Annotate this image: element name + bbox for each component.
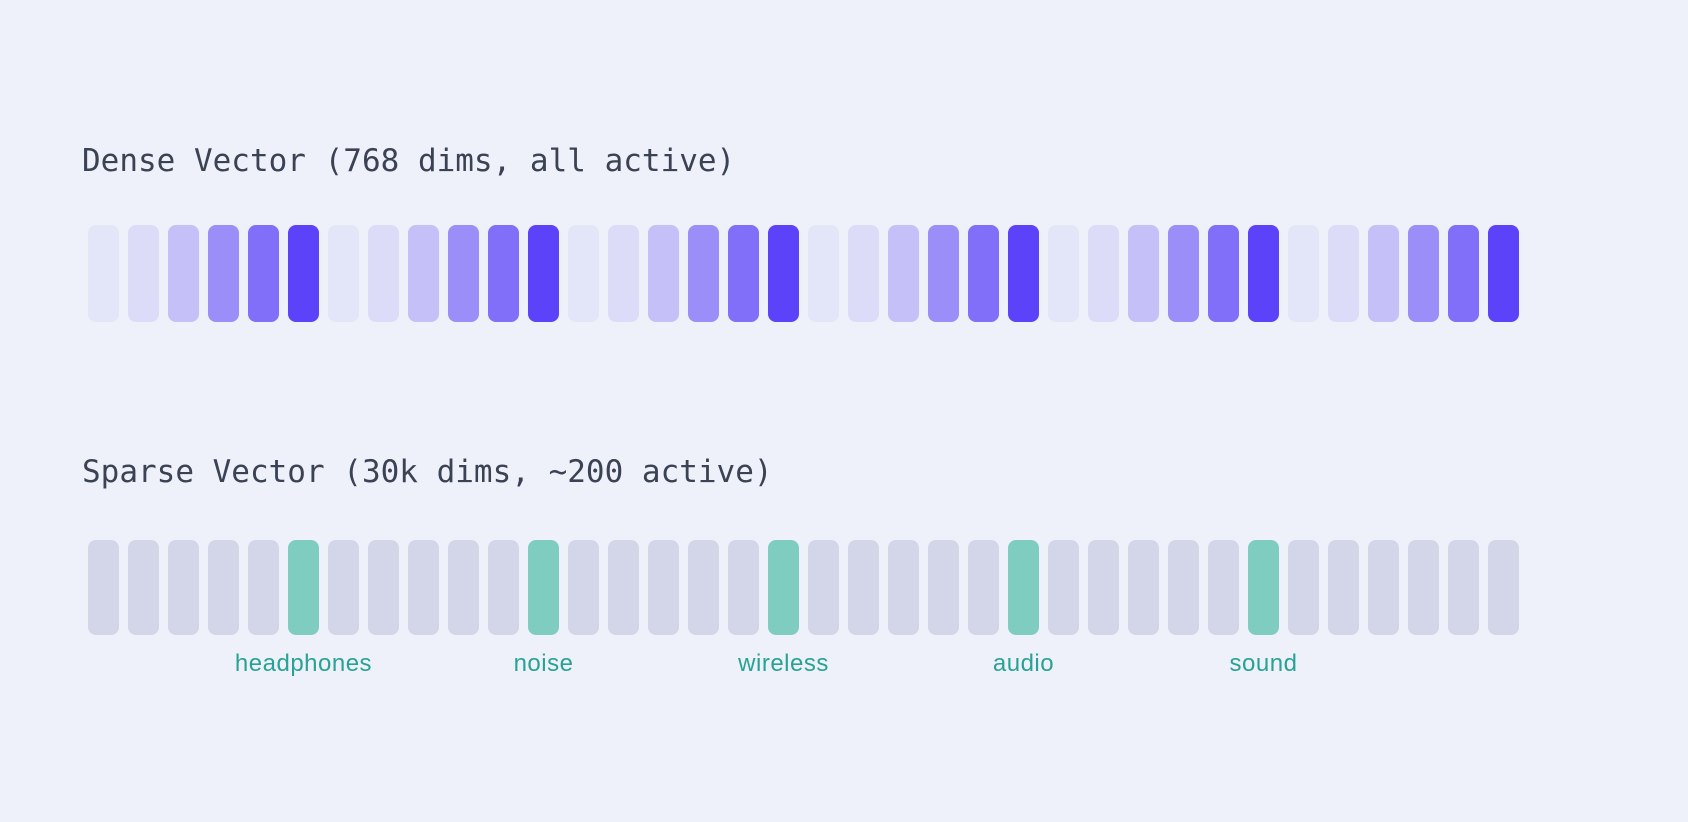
sparse-bar: [968, 540, 999, 635]
dense-bar: [1408, 225, 1439, 322]
dense-bar: [1048, 225, 1079, 322]
sparse-bar: [168, 540, 199, 635]
dense-bar: [888, 225, 919, 322]
sparse-bar: [848, 540, 879, 635]
sparse-bar: [488, 540, 519, 635]
dense-vector-title: Dense Vector (768 dims, all active): [82, 143, 736, 179]
dense-bar: [448, 225, 479, 322]
term-label-headphones: headphones: [234, 650, 373, 677]
sparse-bar: [928, 540, 959, 635]
dense-bar: [1168, 225, 1199, 322]
sparse-bar: [608, 540, 639, 635]
dense-bar: [248, 225, 279, 322]
sparse-bar: [1208, 540, 1239, 635]
sparse-bar: [568, 540, 599, 635]
dense-bar: [128, 225, 159, 322]
sparse-bar-active: [768, 540, 799, 635]
dense-bar: [1248, 225, 1279, 322]
sparse-bar: [128, 540, 159, 635]
dense-vector-row: [88, 225, 1519, 322]
sparse-bar: [688, 540, 719, 635]
sparse-bar: [808, 540, 839, 635]
dense-bar: [1128, 225, 1159, 322]
dense-bar: [488, 225, 519, 322]
dense-bar: [328, 225, 359, 322]
dense-bar: [728, 225, 759, 322]
term-label-audio: audio: [992, 650, 1055, 677]
dense-bar: [768, 225, 799, 322]
sparse-bar: [1448, 540, 1479, 635]
dense-bar: [408, 225, 439, 322]
dense-bar: [648, 225, 679, 322]
sparse-bar-active: [1008, 540, 1039, 635]
sparse-bar: [448, 540, 479, 635]
dense-bar: [1008, 225, 1039, 322]
dense-bar: [808, 225, 839, 322]
dense-bar: [1208, 225, 1239, 322]
dense-bar: [288, 225, 319, 322]
sparse-bar: [1048, 540, 1079, 635]
dense-bar: [608, 225, 639, 322]
sparse-vector-row: [88, 540, 1519, 635]
dense-bar: [1448, 225, 1479, 322]
sparse-bar-active: [1248, 540, 1279, 635]
dense-bar: [208, 225, 239, 322]
sparse-bar-active: [288, 540, 319, 635]
dense-bar: [1368, 225, 1399, 322]
term-label-noise: noise: [513, 650, 574, 677]
sparse-bar-active: [528, 540, 559, 635]
sparse-bar: [648, 540, 679, 635]
sparse-bar: [1288, 540, 1319, 635]
dense-bar: [1328, 225, 1359, 322]
sparse-bar: [888, 540, 919, 635]
dense-bar: [928, 225, 959, 322]
dense-bar: [688, 225, 719, 322]
dense-bar: [1488, 225, 1519, 322]
sparse-bar: [728, 540, 759, 635]
sparse-bar: [368, 540, 399, 635]
term-label-sound: sound: [1229, 650, 1298, 677]
sparse-bar: [1488, 540, 1519, 635]
sparse-bar: [408, 540, 439, 635]
sparse-bar: [88, 540, 119, 635]
sparse-bar: [1408, 540, 1439, 635]
dense-bar: [1088, 225, 1119, 322]
dense-bar: [88, 225, 119, 322]
sparse-bar: [1368, 540, 1399, 635]
dense-bar: [528, 225, 559, 322]
sparse-bar: [1168, 540, 1199, 635]
sparse-vector-title: Sparse Vector (30k dims, ~200 active): [82, 454, 773, 490]
dense-bar: [848, 225, 879, 322]
dense-bar: [368, 225, 399, 322]
dense-bar: [568, 225, 599, 322]
term-label-wireless: wireless: [738, 650, 829, 677]
sparse-bar: [208, 540, 239, 635]
dense-bar: [168, 225, 199, 322]
sparse-bar: [1328, 540, 1359, 635]
dense-bar: [968, 225, 999, 322]
sparse-bar: [1088, 540, 1119, 635]
sparse-bar: [248, 540, 279, 635]
sparse-bar: [1128, 540, 1159, 635]
sparse-bar: [328, 540, 359, 635]
dense-bar: [1288, 225, 1319, 322]
